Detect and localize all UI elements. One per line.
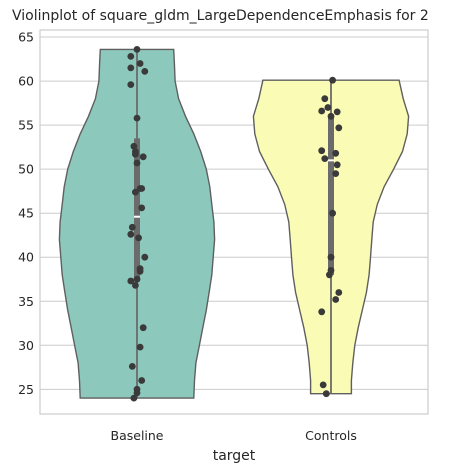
- data-point: [130, 394, 138, 402]
- data-point: [321, 95, 329, 103]
- data-point: [133, 389, 141, 397]
- data-point: [319, 381, 327, 389]
- y-tick-label: 40: [18, 250, 34, 265]
- x-tick-label: Baseline: [111, 428, 164, 443]
- y-tick-labels: 25 30 35 40 45 50 55 60 65: [18, 30, 34, 397]
- data-point: [318, 147, 326, 155]
- data-point: [128, 223, 136, 231]
- data-point: [327, 112, 335, 120]
- data-point: [141, 253, 149, 261]
- x-axis-label: target: [213, 448, 256, 464]
- x-tick-labels: Baseline Controls: [111, 428, 357, 443]
- data-point: [139, 153, 147, 161]
- data-point: [139, 324, 147, 332]
- data-point: [136, 267, 144, 275]
- violins: [58, 46, 410, 402]
- y-tick-label: 55: [18, 118, 34, 133]
- data-point: [138, 377, 146, 384]
- data-point: [136, 60, 144, 67]
- data-point: [128, 363, 136, 370]
- y-tick-label: 50: [18, 162, 34, 177]
- data-point: [133, 159, 141, 167]
- data-point: [133, 114, 141, 122]
- data-point: [332, 149, 340, 157]
- data-point: [335, 124, 343, 132]
- y-tick-label: 25: [18, 382, 34, 397]
- y-tick-label: 60: [18, 74, 34, 89]
- data-point: [132, 188, 139, 196]
- data-point: [322, 390, 330, 398]
- data-point: [127, 53, 135, 60]
- data-point: [333, 108, 341, 116]
- data-point: [138, 204, 146, 212]
- data-point: [332, 296, 340, 303]
- data-point: [326, 271, 333, 279]
- x-tick-label: Controls: [305, 428, 357, 443]
- data-point: [333, 161, 341, 169]
- data-point: [135, 234, 143, 242]
- data-point: [127, 81, 135, 88]
- data-point: [335, 289, 343, 296]
- data-point: [136, 185, 144, 192]
- data-point: [329, 76, 336, 84]
- data-point: [127, 230, 135, 238]
- data-point: [318, 107, 326, 115]
- data-point: [324, 104, 332, 111]
- data-point: [318, 308, 326, 316]
- y-tick-label: 65: [18, 30, 34, 45]
- data-point: [329, 209, 336, 217]
- data-point: [127, 277, 135, 285]
- y-tick-label: 30: [18, 338, 34, 353]
- chart-title: Violinplot of square_gldm_LargeDependenc…: [12, 8, 429, 24]
- y-tick-label: 45: [18, 206, 34, 221]
- data-point: [130, 142, 138, 150]
- plot-frame: [39, 29, 429, 415]
- data-point: [141, 68, 149, 75]
- y-tick-label: 35: [18, 294, 34, 309]
- data-point: [132, 282, 139, 289]
- data-point: [332, 170, 340, 178]
- data-point: [327, 253, 335, 261]
- data-point: [321, 155, 329, 163]
- data-point: [136, 343, 144, 351]
- data-point: [132, 150, 139, 158]
- data-point: [133, 275, 141, 283]
- data-point: [133, 46, 141, 53]
- data-point: [127, 64, 135, 72]
